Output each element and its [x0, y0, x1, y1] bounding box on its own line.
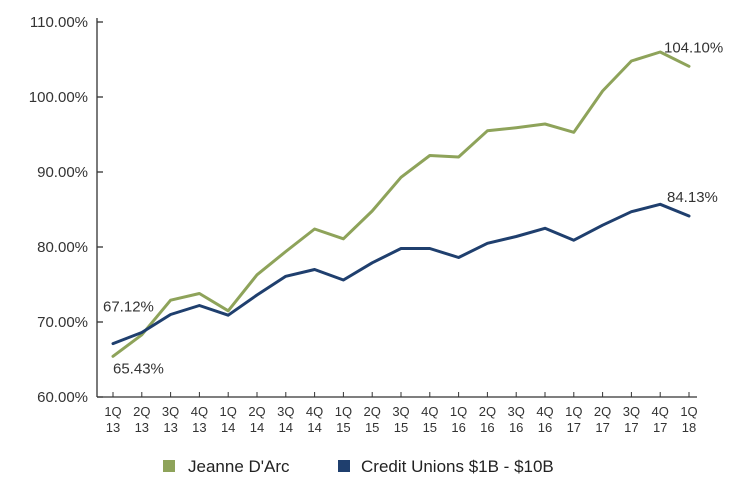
x-tick-label: 2Q 13: [133, 404, 150, 435]
x-tick-label: 2Q 16: [479, 404, 496, 435]
x-tick-label: 3Q 17: [623, 404, 640, 435]
legend-swatch-credit-unions: [338, 460, 350, 472]
y-tick-label: 80.00%: [37, 239, 88, 256]
x-tick-label: 1Q 17: [565, 404, 582, 435]
x-tick-label: 3Q 16: [508, 404, 525, 435]
data-label: 104.10%: [664, 39, 723, 56]
legend-swatch-jeanne-darc: [163, 460, 175, 472]
y-tick-label: 70.00%: [37, 314, 88, 331]
x-tick-label: 3Q 13: [162, 404, 179, 435]
x-tick-label: 2Q 14: [248, 404, 265, 435]
x-tick-label: 2Q 17: [594, 404, 611, 435]
legend-label-jeanne-darc: Jeanne D'Arc: [188, 457, 290, 476]
data-label: 84.13%: [667, 189, 718, 206]
series-line-jeanne-darc: [111, 50, 691, 358]
x-tick-label: 2Q 15: [364, 404, 381, 435]
series-line-credit-unions: [111, 202, 691, 346]
x-tick-label: 3Q 15: [392, 404, 409, 435]
y-tick-label: 110.00%: [30, 14, 88, 31]
data-label: 67.12%: [103, 299, 154, 316]
legend-label-credit-unions: Credit Unions $1B - $10B: [361, 457, 554, 476]
x-tick-label: 1Q 15: [335, 404, 352, 435]
x-tick-label: 1Q 13: [104, 404, 121, 435]
legend: Jeanne D'Arc Credit Unions $1B - $10B: [163, 457, 554, 476]
data-label: 65.43%: [113, 360, 164, 377]
data-labels: 65.43% 104.10% 67.12% 84.13%: [103, 39, 723, 377]
y-axis: 60.00% 70.00% 80.00% 90.00% 100.00% 110.00%: [29, 14, 103, 406]
x-tick-label: 4Q 16: [536, 404, 553, 435]
x-axis: 1Q 13 2Q 13 3Q 13 4Q 13 1Q 14 2Q 14 3Q 14 4Q 14 1Q 15 2Q 15…: [97, 392, 698, 435]
x-tick-label: 1Q 14: [220, 404, 237, 435]
x-tick-label: 1Q 16: [450, 404, 467, 435]
x-tick-label: 3Q 14: [277, 404, 294, 435]
x-tick-label: 1Q 18: [680, 404, 697, 435]
x-tick-label: 4Q 17: [652, 404, 669, 435]
y-tick-label: 90.00%: [37, 164, 88, 181]
x-tick-label: 4Q 14: [306, 404, 323, 435]
x-tick-label: 4Q 13: [191, 404, 208, 435]
series-lines: [111, 50, 691, 358]
y-tick-label: 60.00%: [37, 389, 88, 406]
y-tick-label: 100.00%: [29, 89, 88, 106]
x-tick-label: 4Q 15: [421, 404, 438, 435]
